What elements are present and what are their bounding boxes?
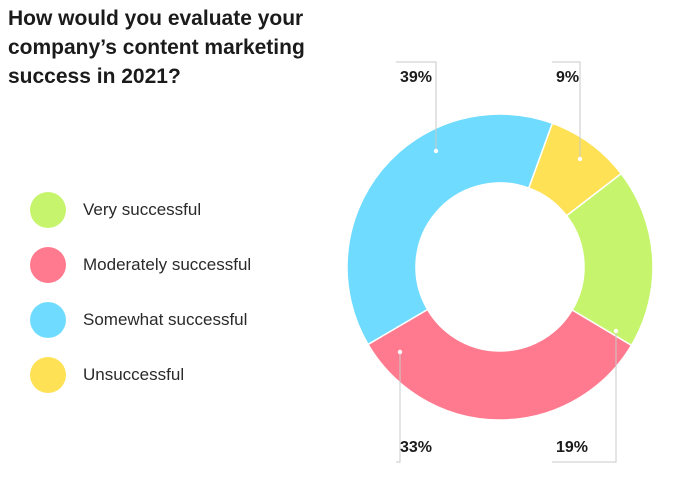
data-label-somewhat-successful: 39% — [400, 69, 432, 86]
donut-slice-somewhat-successful — [346, 113, 554, 346]
legend-label-unsuccessful: Unsuccessful — [83, 365, 185, 384]
callout-line-very-successful — [552, 331, 617, 463]
legend-swatch-very-successful — [30, 192, 66, 228]
callout-dot-moderately-successful — [397, 349, 403, 355]
callout-dot-unsuccessful — [577, 156, 583, 162]
callout-moderately-successful: 33% — [396, 349, 432, 463]
data-label-unsuccessful: 9% — [556, 69, 579, 86]
legend-item-somewhat-successful: Somewhat successful — [30, 302, 247, 338]
callout-line-moderately-successful — [396, 352, 401, 463]
legend-item-very-successful: Very successful — [30, 192, 201, 228]
donut-slice-moderately-successful — [367, 308, 633, 421]
data-label-moderately-successful: 33% — [400, 439, 432, 456]
data-label-very-successful: 19% — [556, 439, 588, 456]
callout-very-successful: 19% — [552, 328, 619, 463]
callout-dot-very-successful — [613, 328, 619, 334]
legend-swatch-somewhat-successful — [30, 302, 66, 338]
legend-label-moderately-successful: Moderately successful — [83, 255, 252, 274]
callout-line-unsuccessful — [552, 61, 581, 159]
callout-unsuccessful: 9% — [552, 61, 583, 162]
legend-label-very-successful: Very successful — [83, 200, 202, 219]
legend-swatch-moderately-successful — [30, 247, 66, 283]
callout-line-somewhat-successful — [396, 61, 437, 151]
legend-item-unsuccessful: Unsuccessful — [30, 357, 184, 393]
legend-item-moderately-successful: Moderately successful — [30, 247, 251, 283]
chart-title: How would you evaluate your company’s co… — [8, 7, 305, 88]
legend-swatch-unsuccessful — [30, 357, 66, 393]
callout-somewhat-successful: 39% — [396, 61, 439, 154]
callout-dot-somewhat-successful — [433, 148, 439, 154]
legend-label-somewhat-successful: Somewhat successful — [83, 310, 248, 329]
